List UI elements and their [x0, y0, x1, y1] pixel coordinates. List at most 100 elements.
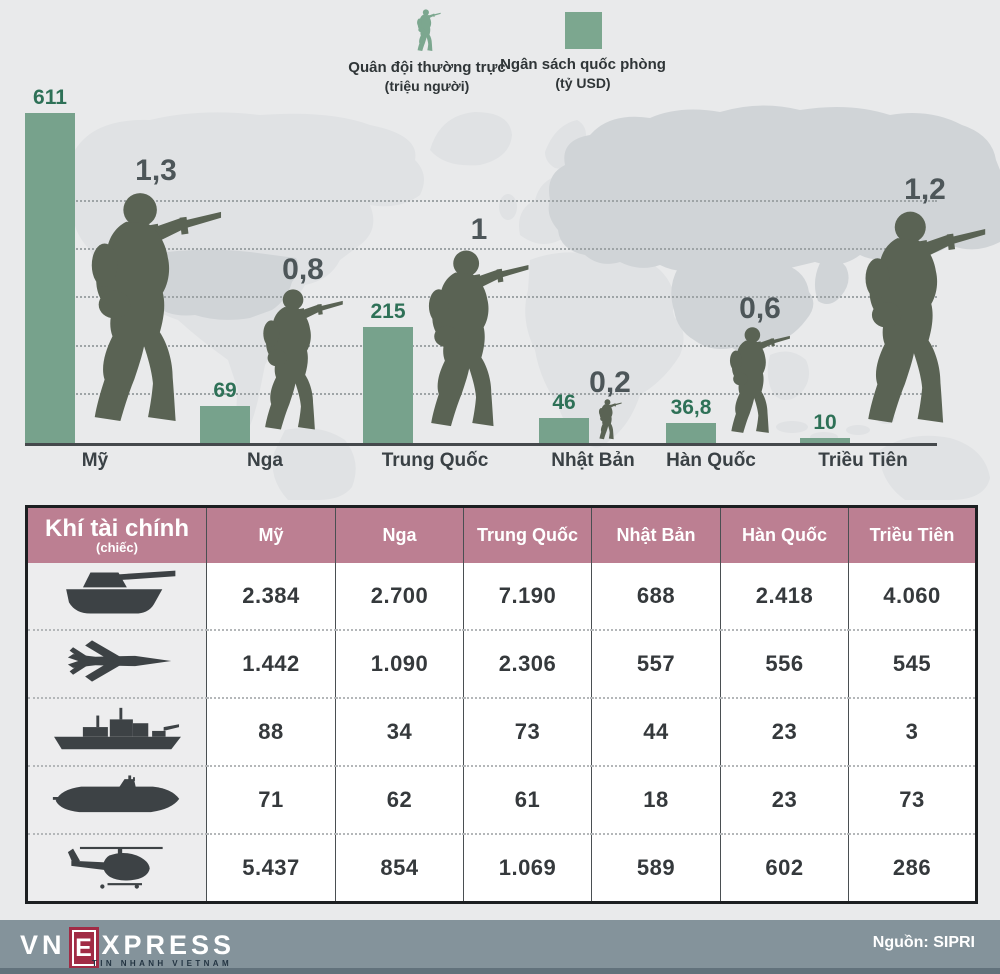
source-credit: Nguồn: SIPRI: [872, 934, 975, 951]
table-cell: 1.090: [335, 629, 464, 698]
table-cell: 2.700: [335, 563, 464, 630]
troops-value: 0,2: [589, 366, 631, 399]
table-cell: 73: [848, 765, 977, 834]
fighter-jet-icon: [61, 635, 173, 687]
table-cell: 688: [591, 563, 721, 630]
soldier-silhouette: [416, 245, 530, 443]
table-cell: 7.190: [463, 563, 592, 630]
country-label: Nga: [247, 450, 283, 471]
gridline: [25, 248, 937, 250]
table-cell: 1.442: [206, 629, 336, 698]
budget-bar: [800, 438, 850, 443]
legend-troops-unit: (triệu người): [384, 78, 470, 94]
logo-vn-text: VN: [20, 930, 66, 960]
table-row: 5.437 854 1.069 589 602 286: [26, 833, 977, 903]
table-cell: 5.437: [206, 833, 336, 903]
table-title-cell: Khí tài chính (chiếc): [26, 506, 207, 563]
table-cell: 62: [335, 765, 464, 834]
logo-tagline: TIN NHANH VIETNAM: [92, 959, 233, 968]
budget-bar: [666, 423, 716, 443]
budget-value: 10: [813, 411, 837, 434]
table-cell: 23: [720, 765, 849, 834]
logo-e-badge: E: [68, 927, 99, 969]
table-cell: 556: [720, 629, 849, 698]
table-cell: 557: [591, 629, 721, 698]
logo-xpress-text: XPRESS: [101, 930, 236, 960]
tank-icon: [55, 565, 180, 621]
budget-swatch-icon: [564, 12, 602, 49]
table-cell: 1.069: [463, 833, 592, 903]
equipment-table-body: 2.384 2.700 7.190 688 2.418 4.060 1.442 1.090 2.…: [26, 563, 977, 903]
column-header: Mỹ: [206, 506, 336, 563]
warship-icon: [50, 704, 185, 754]
budget-value: 69: [213, 379, 237, 402]
equipment-icon-cell: [26, 833, 207, 903]
column-header: Nhật Bản: [591, 506, 721, 563]
footer-bottom-strip: [0, 968, 1000, 974]
helicopter-icon: [61, 840, 173, 890]
troops-value: 0,8: [282, 253, 324, 286]
country-label: Triều Tiên: [818, 450, 908, 471]
table-cell: 44: [591, 697, 721, 766]
troops-value: 1,3: [135, 154, 177, 187]
equipment-icon-cell: [26, 563, 207, 630]
budget-value: 611: [33, 86, 67, 109]
troops-value: 0,6: [739, 292, 781, 325]
table-cell: 2.418: [720, 563, 849, 630]
submarine-icon: [51, 775, 183, 819]
table-cell: 23: [720, 697, 849, 766]
table-row: 71 62 61 18 23 73: [26, 765, 977, 834]
troops-value: 1: [470, 213, 488, 246]
equipment-icon-cell: [26, 765, 207, 834]
legend-troops: Quân đội thường trực (triệu người): [342, 8, 512, 95]
troops-value: 1,2: [904, 173, 946, 206]
soldier-silhouette: [850, 205, 987, 443]
country-label: Nhật Bản: [551, 450, 635, 471]
world-map-background: [142, 105, 1000, 353]
table-header-row: Khí tài chính (chiếc) Mỹ Nga Trung Quốc Nhậ…: [26, 506, 977, 563]
table-cell: 73: [463, 697, 592, 766]
legend-budget-label: Ngân sách quốc phòng: [500, 56, 666, 73]
x-axis-line: [25, 443, 937, 446]
country-label: Mỹ: [81, 450, 109, 471]
table-row: 1.442 1.090 2.306 557 556 545: [26, 629, 977, 698]
equipment-icon-cell: [26, 697, 207, 766]
budget-value: 36,8: [670, 396, 712, 419]
budget-value: 215: [370, 300, 406, 323]
column-header: Nga: [335, 506, 464, 563]
soldier-silhouette: [75, 186, 223, 443]
table-cell: 61: [463, 765, 592, 834]
table-row: 88 34 73 44 23 3: [26, 697, 977, 766]
table-cell: 545: [848, 629, 977, 698]
table-cell: 854: [335, 833, 464, 903]
legend-budget-unit: (tỷ USD): [555, 75, 611, 91]
equipment-table: Khí tài chính (chiếc) Mỹ Nga Trung Quốc Nhậ…: [25, 505, 978, 904]
table-row: 2.384 2.700 7.190 688 2.418 4.060: [26, 563, 977, 630]
footer-bar: VN E XPRESS TIN NHANH VIETNAM Nguồn: SIPRI: [0, 920, 1000, 969]
column-header: Hàn Quốc: [720, 506, 849, 563]
soldier-icon: [414, 8, 441, 55]
column-header: Trung Quốc: [463, 506, 592, 563]
soldier-silhouette: [253, 285, 344, 443]
equipment-icon-cell: [26, 629, 207, 698]
budget-value: 46: [552, 391, 576, 414]
column-header: Triều Tiên: [848, 506, 977, 563]
country-label: Trung Quốc: [381, 450, 489, 471]
table-cell: 3: [848, 697, 977, 766]
budget-bar: [539, 418, 589, 443]
table-title: Khí tài chính: [45, 515, 189, 542]
soldier-silhouette: [722, 324, 791, 443]
table-cell: 2.384: [206, 563, 336, 630]
budget-bar: [363, 327, 413, 443]
table-cell: 18: [591, 765, 721, 834]
table-cell: 88: [206, 697, 336, 766]
table-cell: 34: [335, 697, 464, 766]
table-cell: 286: [848, 833, 977, 903]
budget-bar: [25, 113, 75, 443]
military-comparison-chart: 611 1,3 Mỹ 69 0,8 Nga 215 1 Trung Quốc 46 0,2 Nhật …: [25, 86, 1000, 471]
budget-bar: [200, 406, 250, 443]
country-label: Hàn Quốc: [666, 450, 756, 471]
equipment-table-head: Khí tài chính (chiếc) Mỹ Nga Trung Quốc Nhậ…: [26, 506, 977, 563]
table-subtitle: (chiếc): [96, 540, 138, 555]
